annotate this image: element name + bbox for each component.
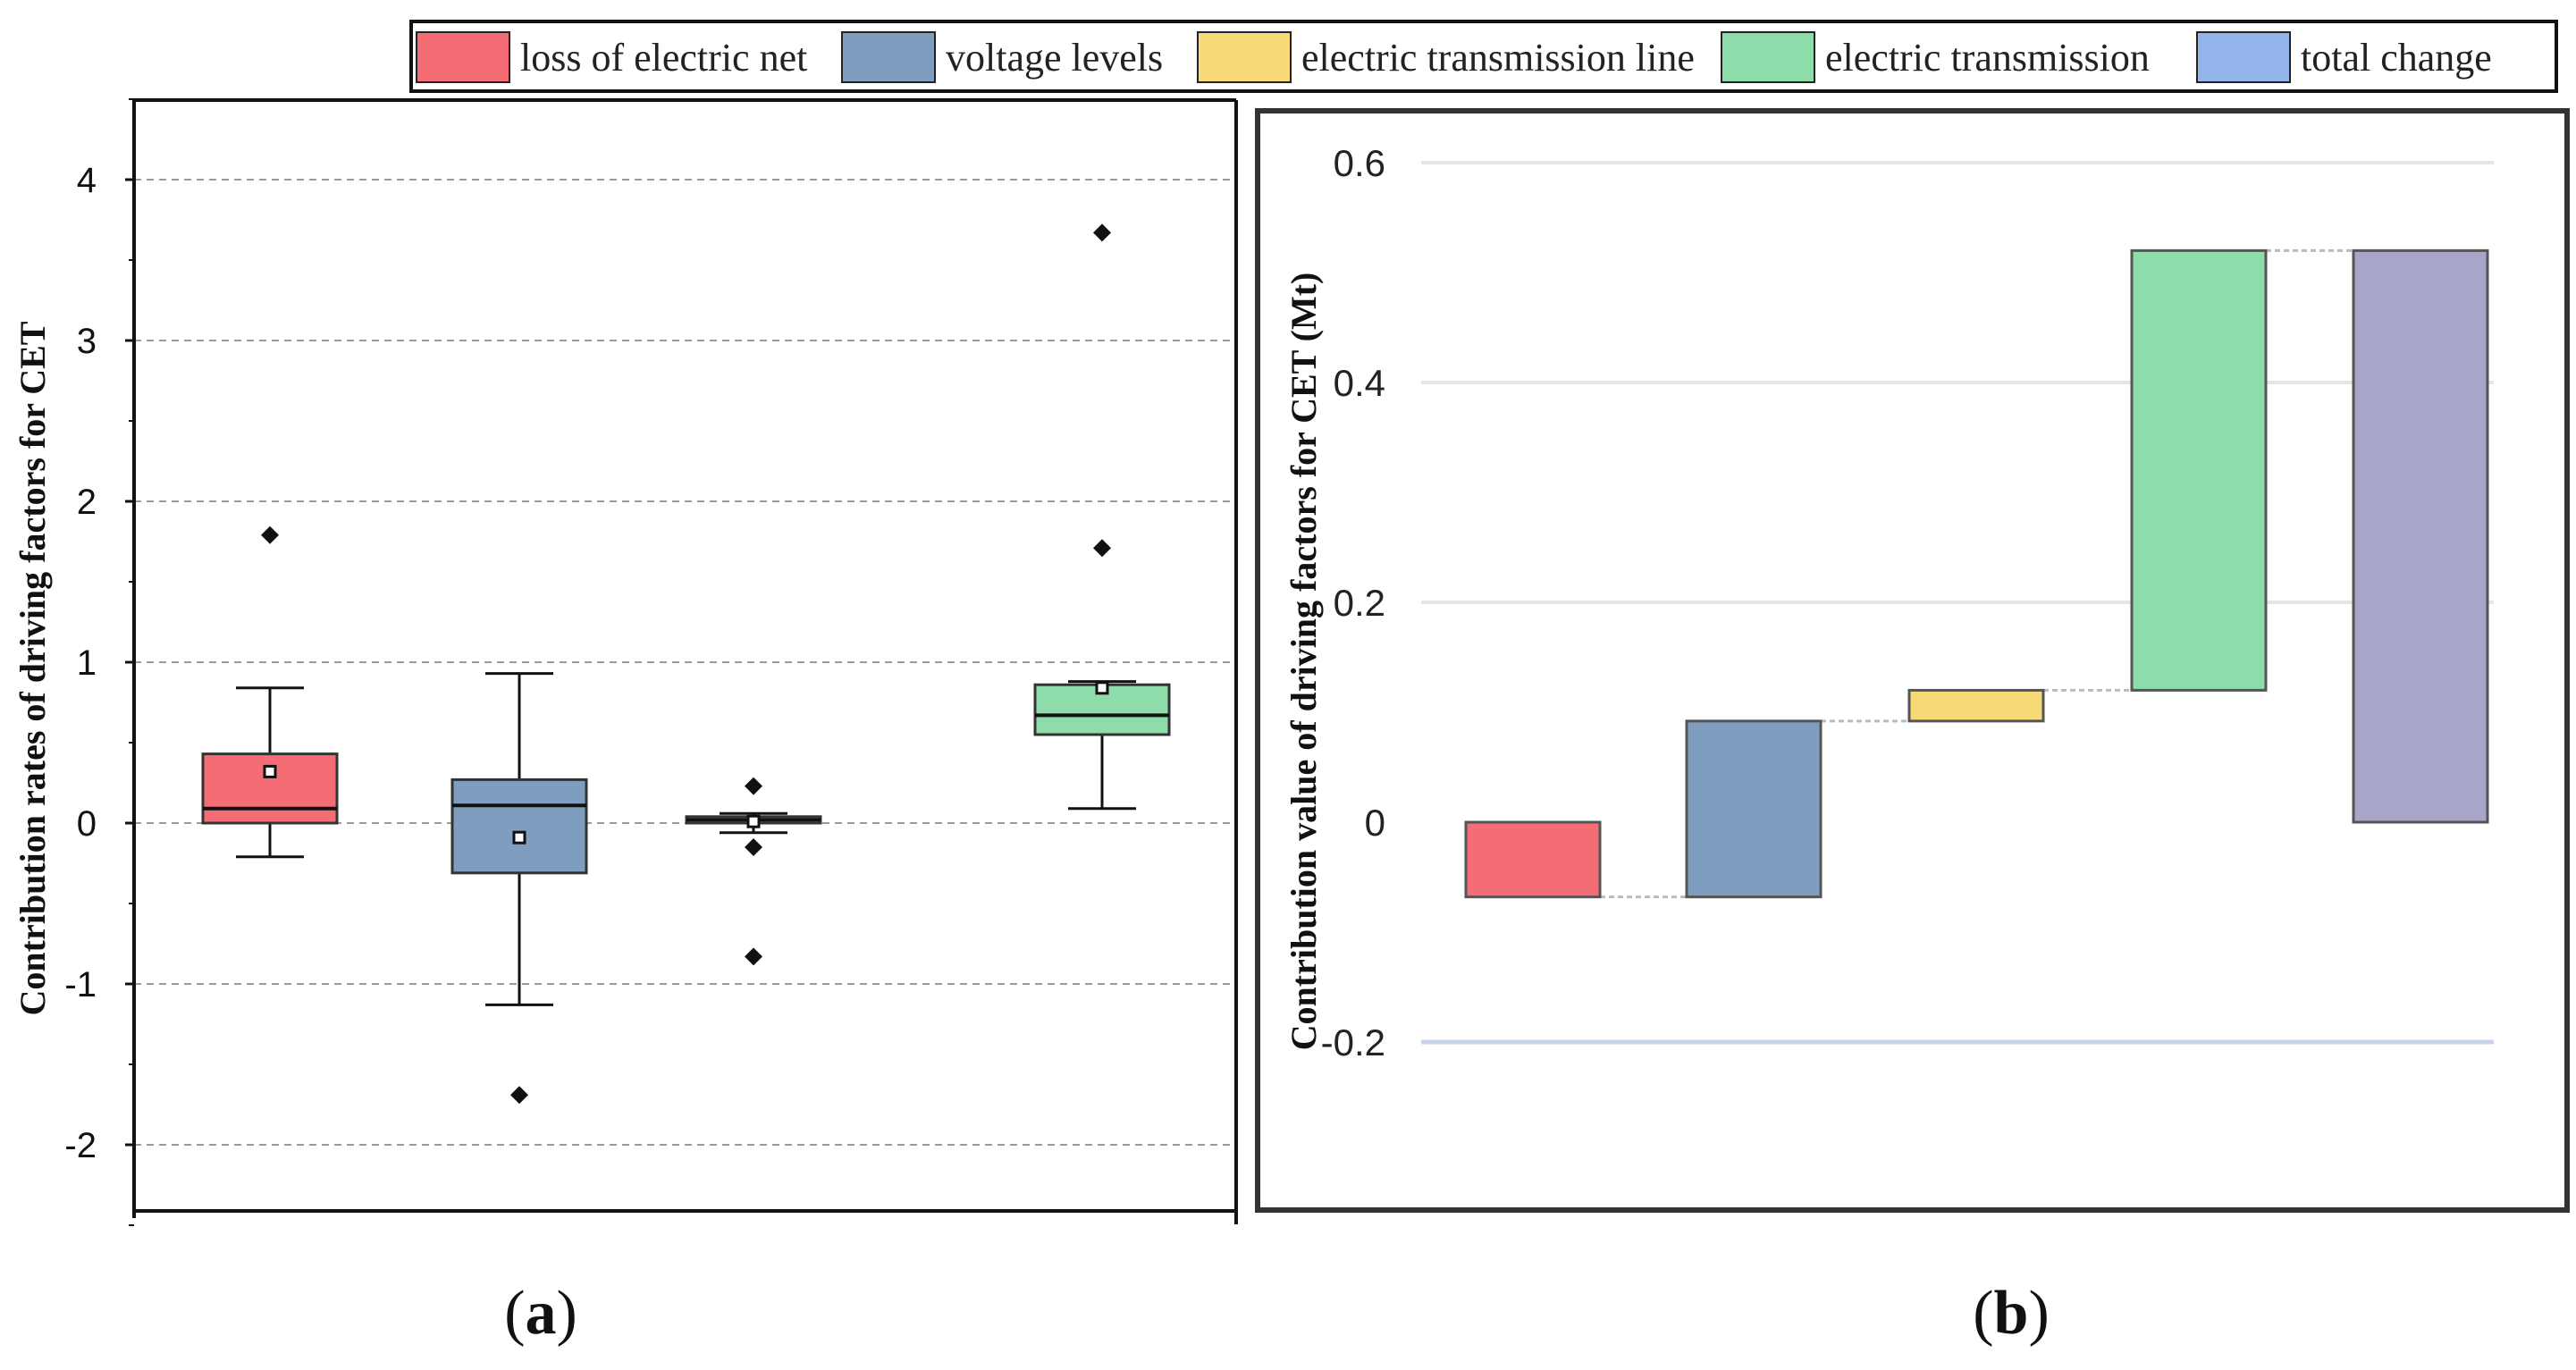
b-frame [1255, 108, 2570, 1213]
legend-swatch [841, 31, 936, 83]
legend-label: electric transmission [1825, 36, 2150, 80]
a-outlier-point [745, 838, 762, 856]
legend-swatch [416, 31, 510, 83]
b-ytick-label: 0 [1365, 802, 1385, 844]
a-box-group [201, 525, 339, 859]
panel-a: -2 -1 0 1 2 3 4 Contribution rates of driving … [13, 98, 1238, 1226]
b-y-axis-title: Contribution value of driving factors fo… [1284, 273, 1324, 1051]
legend-label: voltage levels [946, 36, 1163, 80]
a-box [201, 752, 339, 825]
a-ytick-label: -2 [64, 1126, 97, 1165]
a-ytick-label: 4 [77, 161, 97, 200]
a-ytick-label: -1 [64, 965, 97, 1004]
legend-swatch [2196, 31, 2291, 83]
b-bar [1685, 719, 1823, 899]
a-mean-marker [263, 764, 277, 778]
b-bar [1464, 820, 1602, 899]
a-outlier-point [1093, 223, 1111, 242]
panel-a-label: (a) [504, 1279, 577, 1348]
a-outlier-point [510, 1086, 528, 1105]
a-box-group [685, 777, 822, 966]
a-ytick-label: 0 [77, 804, 97, 844]
a-outlier-point [1093, 539, 1111, 558]
a-mean-marker [1095, 681, 1109, 695]
a-outlier-point [745, 777, 762, 795]
b-bar [2130, 248, 2268, 692]
a-y-axis-title: Contribution rates of driving factors fo… [13, 321, 53, 1015]
a-ytick-label: 2 [77, 483, 97, 522]
legend-label: total change [2301, 36, 2492, 80]
a-box-group [450, 672, 588, 1105]
panel-b-label: (b) [1973, 1279, 2050, 1348]
legend: loss of electric net voltage levels electr… [409, 20, 2558, 93]
a-ytick-label: 1 [77, 643, 97, 683]
a-mean-marker [512, 830, 526, 845]
b-bar [2352, 248, 2489, 824]
b-ytick-label: 0.6 [1334, 142, 1385, 184]
legend-label: loss of electric net [520, 36, 807, 80]
panel-b: -0.2 0 0.2 0.4 0.6 Contribution value of dri… [1255, 108, 2570, 1213]
a-mean-marker [746, 814, 761, 828]
legend-label: electric transmission line [1301, 36, 1695, 80]
legend-swatch [1197, 31, 1292, 83]
a-outlier-point [745, 947, 762, 966]
a-outlier-point [261, 525, 279, 544]
a-box-group [1033, 223, 1171, 811]
legend-swatch [1721, 31, 1815, 83]
b-ytick-label: -0.2 [1321, 1021, 1385, 1063]
a-box [450, 777, 588, 875]
b-ytick-label: 0.2 [1334, 582, 1385, 624]
b-ytick-label: 0.4 [1334, 362, 1385, 404]
a-ytick-label: 3 [77, 322, 97, 361]
b-bar [1907, 688, 2045, 723]
